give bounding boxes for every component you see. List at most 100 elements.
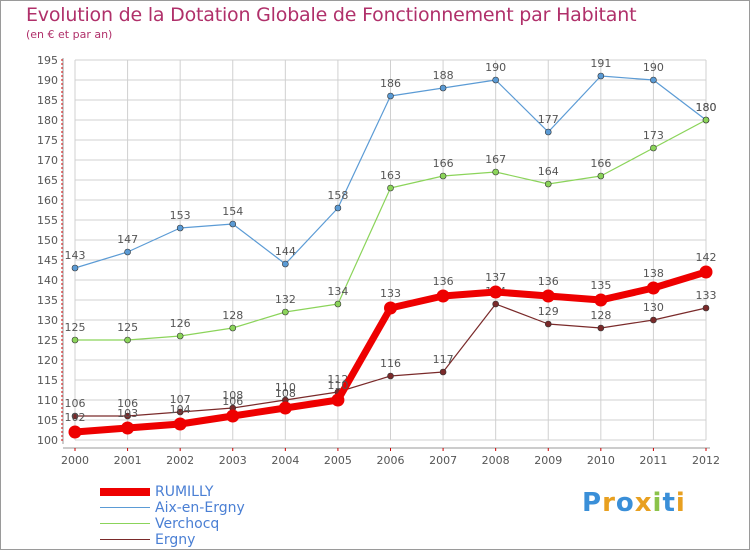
data-label-aix-en-ergny: 154 (222, 205, 243, 218)
logo-letter: P (582, 488, 603, 518)
x-tick-label: 2001 (114, 454, 142, 467)
data-point-verchocq (439, 172, 447, 180)
data-point-rumilly (68, 425, 82, 439)
x-tick-label: 2000 (61, 454, 89, 467)
data-label-aix-en-ergny: 158 (327, 189, 348, 202)
x-tick-label: 2007 (429, 454, 457, 467)
data-point-verchocq (597, 172, 605, 180)
logo-letter: x (634, 488, 653, 518)
data-point-rumilly (226, 409, 240, 423)
x-tick-label: 2002 (166, 454, 194, 467)
data-point-ergny (439, 368, 447, 376)
data-point-verchocq (387, 184, 394, 192)
data-point-verchocq (229, 324, 237, 332)
y-tick-label: 190 (37, 74, 58, 87)
legend-label-rumilly: RUMILLY (155, 484, 214, 500)
data-label-rumilly: 106 (222, 395, 243, 408)
y-tick-label: 170 (37, 154, 58, 167)
data-point-ergny (544, 320, 552, 328)
data-label-verchocq: 164 (538, 165, 559, 178)
y-tick-label: 105 (37, 414, 58, 427)
data-label-aix-en-ergny: 188 (433, 69, 454, 82)
data-label-rumilly: 110 (327, 379, 348, 392)
data-label-aix-en-ergny: 186 (380, 77, 401, 90)
data-label-verchocq: 173 (643, 129, 664, 142)
data-point-rumilly (489, 285, 503, 299)
data-point-ergny (702, 304, 710, 312)
data-label-rumilly: 108 (275, 387, 296, 400)
data-label-verchocq: 125 (65, 321, 86, 334)
logo-letter: t (662, 488, 676, 518)
data-label-aix-en-ergny: 153 (170, 209, 191, 222)
y-tick-label: 140 (37, 274, 58, 287)
y-tick-label: 160 (37, 194, 58, 207)
x-tick-label: 2008 (482, 454, 510, 467)
data-label-rumilly: 135 (590, 279, 611, 292)
data-point-verchocq (492, 168, 499, 176)
y-tick-label: 175 (37, 134, 58, 147)
data-point-ergny (176, 408, 184, 416)
data-label-verchocq: 180 (696, 101, 717, 114)
data-label-verchocq: 163 (380, 169, 401, 182)
x-tick-label: 2009 (534, 454, 562, 467)
legend-swatch-ergny (100, 539, 150, 540)
data-label-verchocq: 128 (222, 309, 243, 322)
data-point-aix-en-ergny (124, 248, 131, 256)
chart-subtitle: (en € et par an) (26, 28, 113, 41)
data-point-rumilly (436, 289, 450, 303)
data-label-rumilly: 136 (433, 275, 454, 288)
data-label-ergny: 130 (643, 301, 664, 314)
data-label-ergny: 106 (65, 397, 86, 410)
data-point-ergny (492, 300, 499, 308)
data-label-ergny: 110 (275, 381, 296, 394)
legend: RUMILLY Aix-en-Ergny Verchocq Ergny (100, 484, 320, 548)
data-label-ergny: 106 (117, 397, 138, 410)
x-tick-label: 2011 (639, 454, 667, 467)
x-tick-label: 2005 (324, 454, 352, 467)
data-label-rumilly: 138 (643, 267, 664, 280)
data-point-aix-en-ergny (597, 72, 605, 80)
data-label-ergny: 129 (538, 305, 559, 318)
data-label-aix-en-ergny: 147 (117, 233, 138, 246)
data-label-aix-en-ergny: 144 (275, 245, 296, 258)
legend-item-aix-en-ergny: Aix-en-Ergny (100, 500, 320, 516)
y-tick-label: 135 (37, 294, 58, 307)
data-point-rumilly (173, 417, 187, 431)
data-point-ergny (124, 412, 131, 420)
legend-item-ergny: Ergny (100, 532, 320, 548)
data-point-aix-en-ergny (176, 224, 184, 232)
data-point-ergny (650, 316, 657, 324)
data-point-verchocq (702, 116, 710, 124)
data-point-aix-en-ergny (544, 128, 552, 136)
y-tick-label: 155 (37, 214, 58, 227)
data-label-ergny: 133 (696, 289, 717, 302)
logo-letter: i (652, 488, 663, 518)
legend-swatch-aix-en-ergny (100, 507, 150, 508)
data-label-ergny: 117 (433, 353, 454, 366)
y-tick-label: 100 (37, 434, 58, 447)
legend-label-ergny: Ergny (155, 532, 196, 548)
data-label-verchocq: 166 (590, 157, 611, 170)
data-point-ergny (597, 324, 605, 332)
data-label-aix-en-ergny: 143 (65, 249, 86, 262)
x-tick-label: 2003 (219, 454, 247, 467)
data-label-verchocq: 167 (485, 153, 506, 166)
data-label-rumilly: 104 (170, 403, 191, 416)
data-point-verchocq (71, 336, 79, 344)
y-tick-label: 120 (37, 354, 58, 367)
data-label-aix-en-ergny: 180 (696, 101, 717, 114)
x-tick-label: 2006 (377, 454, 405, 467)
data-point-verchocq (334, 300, 342, 308)
data-point-aix-en-ergny (492, 76, 499, 84)
data-label-verchocq: 166 (433, 157, 454, 170)
legend-swatch-rumilly (100, 488, 150, 496)
data-label-rumilly: 103 (117, 407, 138, 420)
data-label-ergny: 112 (327, 373, 348, 386)
data-label-verchocq: 125 (117, 321, 138, 334)
data-point-verchocq (650, 144, 657, 152)
data-label-rumilly: 136 (538, 275, 559, 288)
data-label-ergny: 128 (590, 309, 611, 322)
y-tick-label: 145 (37, 254, 58, 267)
